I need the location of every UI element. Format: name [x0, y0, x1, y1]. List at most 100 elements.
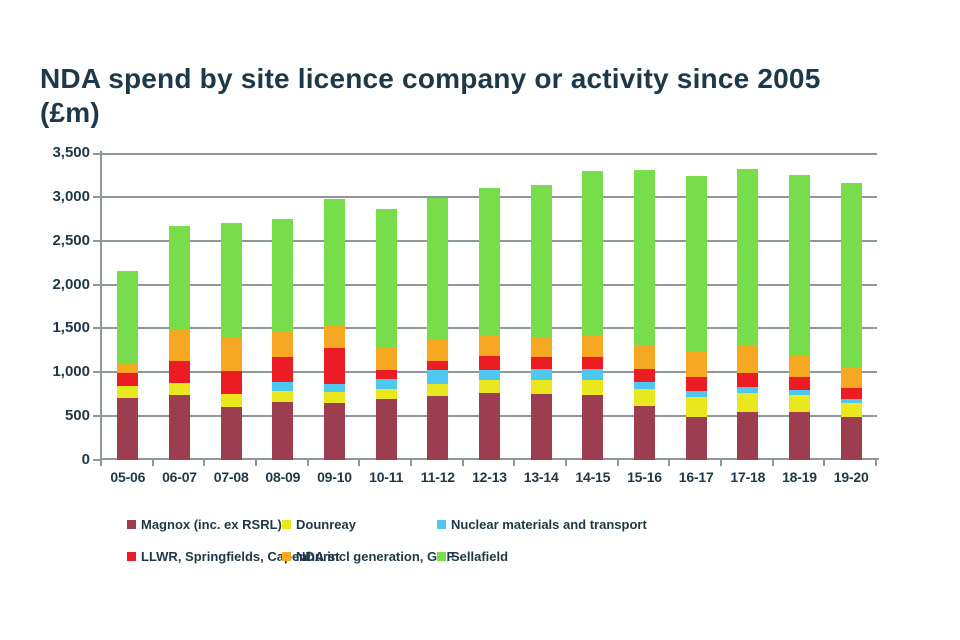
bar-segment — [789, 389, 810, 395]
bar-segment — [427, 339, 449, 362]
bar-14-15 — [582, 170, 604, 460]
bar-segment — [789, 175, 810, 355]
x-axis-tick — [617, 460, 619, 466]
x-axis-tick — [823, 460, 825, 466]
bar-segment — [220, 393, 242, 407]
bar-segment — [427, 370, 449, 385]
bar-segment — [582, 395, 604, 460]
bar-segment — [117, 397, 139, 460]
x-axis-tick — [668, 460, 670, 466]
bar-segment — [685, 396, 707, 418]
bar-segment — [324, 392, 345, 404]
bar-12-13 — [479, 187, 500, 460]
bar-05-06 — [117, 270, 139, 460]
bar-segment — [685, 377, 707, 392]
y-axis-tick-label: 1,000 — [52, 363, 90, 381]
y-axis-tick — [93, 327, 100, 330]
bar-segment — [685, 176, 707, 352]
x-axis-label: 10-11 — [369, 469, 404, 485]
bar-segment — [479, 379, 500, 393]
x-axis-tick — [513, 460, 515, 466]
bar-segment — [324, 383, 345, 393]
bar-segment — [324, 347, 345, 384]
y-axis-tick-label: 0 — [81, 451, 90, 468]
bar-segment — [789, 354, 810, 378]
bar-segment — [634, 344, 655, 369]
bar-segment — [634, 389, 655, 407]
bar-segment — [840, 403, 862, 418]
bar-segment — [272, 356, 294, 382]
y-axis-tick — [93, 415, 100, 418]
x-axis-tick — [410, 460, 412, 466]
bar-segment — [272, 331, 294, 357]
bar-segment — [375, 370, 397, 380]
bar-segment — [840, 366, 862, 389]
bar-19-20 — [840, 182, 862, 460]
x-axis-label: 18-19 — [782, 469, 817, 485]
bar-segment — [117, 373, 139, 387]
bar-segment — [479, 187, 500, 336]
bar-segment — [789, 394, 810, 412]
bar-segment — [272, 218, 294, 332]
bar-segment — [737, 411, 759, 460]
bar-07-08 — [220, 223, 242, 460]
x-axis-label: 17-18 — [730, 469, 766, 485]
bar-16-17 — [685, 176, 707, 460]
bar-segment — [582, 336, 604, 357]
bar-segment — [117, 362, 139, 374]
x-axis-tick — [203, 460, 205, 466]
bar-segment — [634, 381, 655, 390]
y-axis-tick — [93, 371, 100, 374]
bar-segment — [685, 351, 707, 378]
bar-segment — [479, 392, 500, 460]
x-axis-tick — [772, 460, 774, 466]
bar-segment — [685, 417, 707, 460]
bar-segment — [840, 182, 862, 367]
x-axis-tick — [875, 460, 877, 466]
y-axis: 0 500 1,000 1,500 2,000 2,500 3,000 3,500 — [18, 144, 90, 468]
plot-area — [102, 153, 877, 460]
bar-11-12 — [427, 198, 449, 460]
x-axis-tick — [255, 460, 257, 466]
bar-09-10 — [324, 199, 345, 460]
bar-segment — [220, 371, 242, 394]
bar-segment — [427, 384, 449, 396]
bar-segment — [530, 368, 552, 381]
y-axis-line — [100, 151, 102, 460]
x-axis-label: 07-08 — [213, 469, 249, 485]
bar-segment — [169, 382, 190, 395]
y-axis-tick — [93, 459, 100, 461]
bar-segment — [530, 394, 552, 460]
x-axis-tick — [358, 460, 360, 466]
x-axis-tick — [462, 460, 464, 466]
bar-segment — [272, 381, 294, 391]
y-axis-tick-label: 3,000 — [52, 187, 90, 205]
x-axis-label: 14-15 — [575, 469, 611, 485]
bar-segment — [427, 361, 449, 371]
x-axis-label: 06-07 — [162, 469, 197, 485]
x-axis-label: 16-17 — [678, 469, 714, 485]
bar-segment — [375, 209, 397, 348]
bar-segment — [375, 379, 397, 389]
bar-segment — [169, 330, 190, 361]
bar-segment — [582, 380, 604, 396]
bar-15-16 — [634, 170, 655, 460]
bar-segment — [479, 355, 500, 371]
bar-segment — [375, 398, 397, 460]
bar-segment — [324, 199, 345, 326]
bar-segment — [427, 395, 449, 460]
x-axis-tick — [100, 460, 102, 466]
x-axis-label: 13-14 — [523, 469, 559, 485]
x-axis-label: 09-10 — [317, 469, 352, 485]
bar-08-09 — [272, 218, 294, 460]
bar-06-07 — [169, 225, 190, 460]
bar-segment — [737, 387, 759, 393]
x-axis-tick — [565, 460, 567, 466]
bar-17-18 — [737, 168, 759, 460]
bar-segment — [272, 402, 294, 460]
bar-segment — [840, 388, 862, 399]
x-axis-label: 11-12 — [420, 469, 455, 485]
bar-segment — [582, 170, 604, 337]
